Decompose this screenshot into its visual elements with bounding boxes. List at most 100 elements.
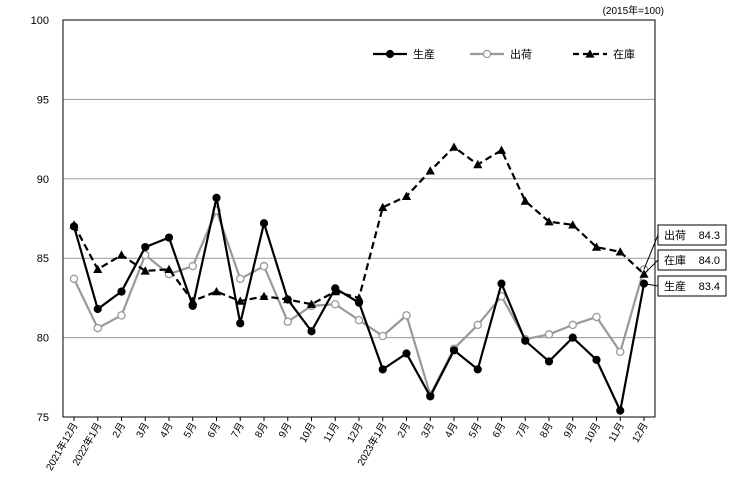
x-tick-label: 10月 <box>582 421 603 445</box>
data-point <box>544 330 554 339</box>
data-point <box>212 193 221 202</box>
data-point <box>93 304 102 314</box>
data-point <box>93 264 103 273</box>
legend-item-出荷: 出荷 <box>470 47 532 61</box>
data-point <box>616 406 625 415</box>
legend-item-在庫: 在庫 <box>573 47 635 61</box>
x-tick-label: 6月 <box>490 421 508 440</box>
x-tick-label: 8月 <box>252 421 270 440</box>
x-tick-label: 4月 <box>157 421 175 440</box>
data-point <box>378 202 388 212</box>
data-point <box>521 336 530 345</box>
x-tick-label: 5月 <box>181 421 199 440</box>
data-point <box>544 357 554 366</box>
x-tick-label: 2月 <box>395 421 413 440</box>
data-point <box>473 365 482 374</box>
data-point <box>496 145 507 154</box>
data-point <box>307 327 316 336</box>
series-在庫 <box>69 142 649 308</box>
callout-leader <box>643 259 659 275</box>
data-point <box>117 311 126 320</box>
data-point <box>188 261 197 271</box>
callout-value: 83.4 <box>699 281 720 293</box>
data-point <box>473 159 483 169</box>
callout-在庫: 在庫 84.0 <box>643 249 727 275</box>
data-point <box>283 295 292 304</box>
data-point <box>259 261 269 271</box>
x-tick-label: 11月 <box>321 421 342 445</box>
data-point <box>259 219 269 228</box>
callout-box <box>657 224 727 246</box>
x-tick-label: 4月 <box>442 421 460 440</box>
legend-label: 生産 <box>413 47 435 61</box>
x-tick-label: 3月 <box>419 421 437 440</box>
plot-frame <box>62 19 656 418</box>
unit-note: (2015年=100) <box>603 4 664 17</box>
x-tick-label: 5月 <box>466 421 484 440</box>
end-value-callouts: 出荷 84.3 在庫 84.0 生産 83.4 <box>643 224 727 297</box>
data-point <box>306 299 317 308</box>
callout-leader <box>643 283 659 287</box>
callout-label: 在庫 <box>664 253 686 267</box>
series-layer <box>69 142 649 415</box>
callout-label: 生産 <box>664 279 686 293</box>
gridlines <box>63 98 655 339</box>
data-point <box>331 284 340 293</box>
data-point <box>235 296 245 305</box>
data-point <box>616 347 625 357</box>
x-tick-label: 12月 <box>345 421 366 445</box>
data-point <box>330 300 340 309</box>
series-line <box>73 145 645 306</box>
data-point <box>378 331 387 341</box>
data-point <box>591 242 602 251</box>
callout-生産: 生産 83.4 <box>643 275 727 297</box>
legend: 生産 出荷 在庫 <box>373 47 635 61</box>
data-point <box>141 242 150 252</box>
data-point <box>568 333 577 342</box>
data-point <box>385 49 395 59</box>
data-point <box>592 312 601 322</box>
y-axis: 75 80 85 90 95 100 <box>31 15 49 424</box>
legend-label: 出荷 <box>510 47 532 61</box>
x-tick-label: 9月 <box>276 421 294 440</box>
x-tick-label: 6月 <box>205 421 223 440</box>
data-point <box>188 301 197 310</box>
data-point <box>259 291 269 300</box>
x-tick-label: 10月 <box>297 421 318 445</box>
x-tick-label: 3月 <box>134 421 152 440</box>
callout-leader <box>643 234 659 270</box>
data-point <box>402 311 411 320</box>
x-tick-label: 9月 <box>561 421 579 440</box>
x-tick-label: 12月 <box>630 421 651 445</box>
data-point <box>164 264 174 273</box>
data-point <box>520 196 530 205</box>
data-point <box>585 49 595 58</box>
data-point <box>211 286 222 296</box>
data-point <box>69 274 79 284</box>
callout-出荷: 出荷 84.3 <box>643 224 727 270</box>
data-point <box>140 266 150 275</box>
data-point <box>93 323 103 333</box>
data-point <box>283 317 292 326</box>
data-point <box>544 217 554 226</box>
y-tick-label: 75 <box>37 412 49 424</box>
data-point <box>116 250 127 259</box>
x-tick-label: 7月 <box>514 421 532 440</box>
data-point <box>426 392 435 401</box>
callout-label: 出荷 <box>664 228 686 242</box>
data-point <box>402 349 411 358</box>
legend-item-生産: 生産 <box>373 47 435 61</box>
data-point <box>354 298 364 307</box>
data-point <box>354 315 364 325</box>
data-point <box>568 320 578 330</box>
callout-box <box>657 249 727 271</box>
y-tick-label: 95 <box>37 94 49 106</box>
data-point <box>473 320 482 330</box>
data-point <box>449 346 459 355</box>
data-point <box>615 247 625 256</box>
data-point <box>117 287 126 296</box>
x-tick-label: 2月 <box>110 421 128 440</box>
data-point <box>236 319 245 328</box>
y-tick-label: 85 <box>37 253 49 265</box>
